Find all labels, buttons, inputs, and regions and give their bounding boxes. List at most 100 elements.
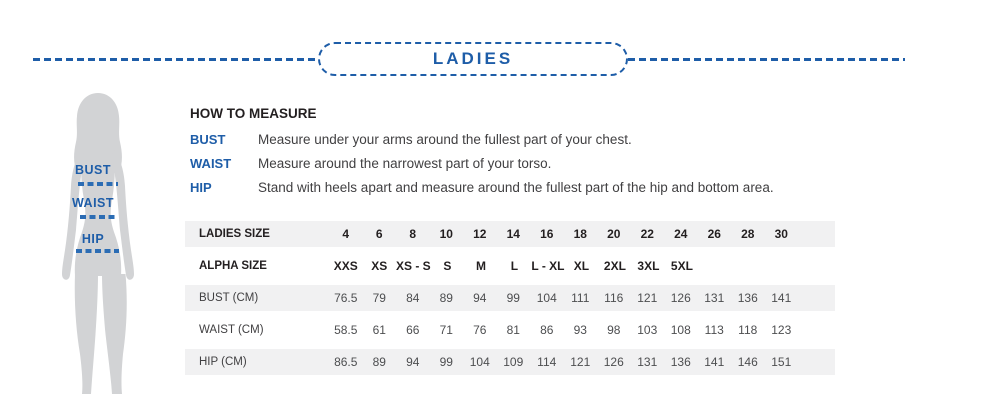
section-title-pill: LADIES bbox=[318, 42, 628, 76]
table-cell: 111 bbox=[571, 291, 590, 305]
measure-description: Measure around the narrowest part of you… bbox=[258, 156, 552, 171]
table-cell: 104 bbox=[536, 291, 557, 305]
figure-bust-line bbox=[78, 182, 118, 186]
table-cell: XL bbox=[573, 259, 590, 273]
table-cell: 103 bbox=[637, 323, 658, 337]
how-to-measure-title: HOW TO MEASURE bbox=[190, 106, 317, 121]
table-cell: L - XL bbox=[531, 259, 565, 273]
measure-description: Measure under your arms around the fulle… bbox=[258, 132, 632, 147]
table-cell: 24 bbox=[674, 227, 688, 241]
table-cell: 71 bbox=[439, 323, 453, 337]
figure-waist-label: WAIST bbox=[71, 196, 115, 210]
table-cell: 14 bbox=[506, 227, 520, 241]
table-cell: 6 bbox=[375, 227, 383, 241]
table-cell: 76.5 bbox=[334, 291, 358, 305]
table-cell: 86 bbox=[540, 323, 554, 337]
how-to-measure-item: WAIST Measure around the narrowest part o… bbox=[190, 152, 910, 176]
row-label: BUST (CM) bbox=[199, 292, 259, 304]
figure-hip-line bbox=[76, 249, 119, 253]
table-cell: 30 bbox=[774, 227, 788, 241]
female-silhouette-icon bbox=[62, 93, 134, 394]
table-cell: 94 bbox=[406, 355, 420, 369]
table-cell: 98 bbox=[607, 323, 621, 337]
row-label: ALPHA SIZE bbox=[199, 260, 267, 272]
table-cell: 79 bbox=[372, 291, 386, 305]
table-cell: 5XL bbox=[670, 259, 693, 273]
table-cell: 151 bbox=[771, 355, 792, 369]
row-label: LADIES SIZE bbox=[199, 228, 270, 240]
table-cell: L bbox=[510, 259, 519, 273]
table-cell: 2XL bbox=[603, 259, 626, 273]
table-cell: 136 bbox=[737, 291, 758, 305]
table-row: BUST (CM) 76.5 79 84 89 94 99 104 111 116 121 126 13… bbox=[185, 285, 835, 311]
table-cell: 99 bbox=[506, 291, 520, 305]
table-cell: 20 bbox=[607, 227, 621, 241]
size-table: LADIES SIZE 4 6 8 10 12 14 16 18 20 22 24 26 28 30 ALPH… bbox=[185, 221, 835, 381]
table-cell: XS bbox=[371, 259, 388, 273]
how-to-measure-section: HOW TO MEASURE BUST Measure under your ar… bbox=[190, 106, 910, 200]
table-cell: 81 bbox=[506, 323, 520, 337]
row-label: HIP (CM) bbox=[199, 356, 247, 368]
table-cell: 26 bbox=[707, 227, 721, 241]
table-cell: 12 bbox=[473, 227, 487, 241]
measure-term: BUST bbox=[190, 132, 226, 147]
table-cell: 4 bbox=[342, 227, 350, 241]
table-cell: 141 bbox=[704, 355, 725, 369]
figure-hip-label: HIP bbox=[81, 232, 105, 246]
table-cell: 136 bbox=[670, 355, 691, 369]
table-cell: XS - S bbox=[396, 259, 431, 273]
table-cell: 113 bbox=[704, 323, 724, 337]
table-cell: 16 bbox=[540, 227, 554, 241]
table-cell: S bbox=[443, 259, 452, 273]
how-to-measure-list: BUST Measure under your arms around the f… bbox=[190, 128, 910, 200]
table-cell: 114 bbox=[537, 355, 557, 369]
divider-dash-left bbox=[33, 58, 318, 61]
table-cell: 126 bbox=[670, 291, 691, 305]
measurement-figure: BUST WAIST HIP bbox=[40, 90, 170, 400]
figure-waist-line bbox=[80, 215, 117, 219]
table-cell: 141 bbox=[771, 291, 792, 305]
table-cell: 89 bbox=[439, 291, 453, 305]
table-cell: 61 bbox=[372, 323, 386, 337]
table-cell: 108 bbox=[670, 323, 691, 337]
table-cell: 86.5 bbox=[334, 355, 358, 369]
measure-term: HIP bbox=[190, 180, 212, 195]
table-cell: 121 bbox=[637, 291, 658, 305]
table-cell: 123 bbox=[771, 323, 792, 337]
table-cell: 131 bbox=[704, 291, 725, 305]
table-cell: 99 bbox=[439, 355, 453, 369]
table-cell: 76 bbox=[473, 323, 487, 337]
table-cell: 58.5 bbox=[334, 323, 358, 337]
table-cell: 118 bbox=[738, 323, 758, 337]
table-cell: 84 bbox=[406, 291, 420, 305]
table-cell: M bbox=[475, 259, 486, 273]
measure-description: Stand with heels apart and measure aroun… bbox=[258, 180, 774, 195]
table-cell: 3XL bbox=[637, 259, 660, 273]
measure-term: WAIST bbox=[190, 156, 232, 171]
table-cell: 8 bbox=[409, 227, 417, 241]
table-cell: 104 bbox=[469, 355, 490, 369]
table-row: HIP (CM) 86.5 89 94 99 104 109 114 121 126 131 136 1… bbox=[185, 349, 835, 375]
table-cell: 66 bbox=[406, 323, 420, 337]
table-cell: 89 bbox=[372, 355, 386, 369]
how-to-measure-item: BUST Measure under your arms around the f… bbox=[190, 128, 910, 152]
table-cell: 10 bbox=[439, 227, 453, 241]
divider-dash-right bbox=[628, 58, 905, 61]
table-cell: 121 bbox=[570, 355, 591, 369]
table-cell: 146 bbox=[737, 355, 758, 369]
section-title: LADIES bbox=[432, 49, 514, 68]
table-cell: 94 bbox=[473, 291, 487, 305]
figure-bust-label: BUST bbox=[74, 163, 112, 177]
table-cell: 18 bbox=[573, 227, 587, 241]
table-cell: 126 bbox=[603, 355, 624, 369]
table-cell: 131 bbox=[637, 355, 658, 369]
table-row: WAIST (CM) 58.5 61 66 71 76 81 86 93 98 103 108 113 1… bbox=[185, 317, 835, 343]
row-label: WAIST (CM) bbox=[199, 324, 264, 336]
table-cell: 116 bbox=[604, 291, 624, 305]
how-to-measure-item: HIP Stand with heels apart and measure ar… bbox=[190, 176, 910, 200]
table-cell: 22 bbox=[640, 227, 654, 241]
table-row: ALPHA SIZE XXS XS XS - S S M L L - XL XL 2XL 3XL 5X… bbox=[185, 253, 835, 279]
table-cell: XXS bbox=[333, 259, 358, 273]
table-cell: 93 bbox=[573, 323, 587, 337]
